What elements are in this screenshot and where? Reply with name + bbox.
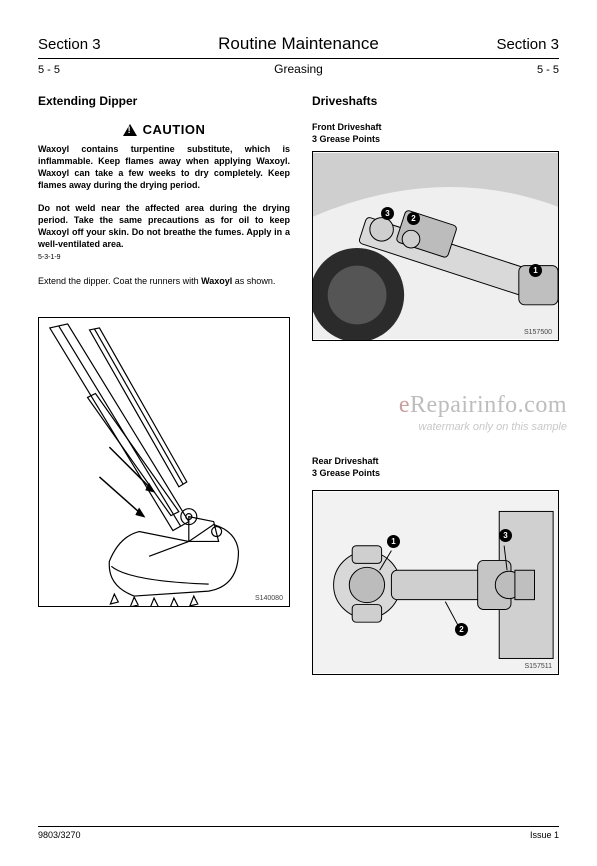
instr-bold: Waxoyl xyxy=(201,276,232,286)
front-driveshaft-illustration xyxy=(313,152,558,340)
sub-center: Greasing xyxy=(274,62,323,76)
front-driveshaft-figure: 3 2 1 S157500 xyxy=(312,151,559,341)
rear-driveshaft-title: Rear Driveshaft xyxy=(312,456,559,468)
instr-pre: Extend the dipper. Coat the runners with xyxy=(38,276,201,286)
front-driveshaft-title: Front Driveshaft xyxy=(312,122,559,134)
right-column: Driveshafts Front Driveshaft 3 Grease Po… xyxy=(312,94,559,675)
front-fig-ref: S157500 xyxy=(524,329,552,336)
rear-fig-ref: S157511 xyxy=(524,663,552,670)
extending-dipper-heading: Extending Dipper xyxy=(38,94,290,108)
warning-triangle-icon xyxy=(123,124,137,136)
spacer xyxy=(312,341,559,456)
footer-left: 9803/3270 xyxy=(38,830,81,840)
section-right-text-pre: Section 3 xyxy=(496,36,559,53)
footer-right: Issue 1 xyxy=(530,830,559,840)
section-label-right: Section 3 xyxy=(496,36,559,53)
instr-post: as shown. xyxy=(232,276,275,286)
section-left-text-pre: Section 3 xyxy=(38,36,101,53)
front-driveshaft-sub: 3 Grease Points xyxy=(312,134,559,146)
page-title: Routine Maintenance xyxy=(218,34,379,54)
caution-header: CAUTION xyxy=(38,122,290,137)
sub-right: 5 - 5 xyxy=(537,64,559,76)
driveshafts-heading: Driveshafts xyxy=(312,94,559,108)
section-label-left: Section 3 xyxy=(38,36,101,53)
rear-callout-2: 2 xyxy=(455,623,468,636)
caution-label: CAUTION xyxy=(143,122,206,137)
instruction-paragraph: Extend the dipper. Coat the runners with… xyxy=(38,275,290,287)
caution-paragraph-2: Do not weld near the affected area durin… xyxy=(38,202,290,251)
rear-driveshaft-sub: 3 Grease Points xyxy=(312,468,559,480)
page-footer: 9803/3270 Issue 1 xyxy=(38,826,559,840)
dipper-fig-ref: S140080 xyxy=(255,595,283,602)
caution-reference: 5-3-1-9 xyxy=(38,254,290,261)
dipper-figure: S140080 xyxy=(38,317,290,607)
content-area: Extending Dipper CAUTION Waxoyl contains… xyxy=(38,94,559,675)
page-header: Section 3 Routine Maintenance Section 3 xyxy=(38,34,559,59)
caution-paragraph-1: Waxoyl contains turpentine substitute, w… xyxy=(38,143,290,192)
dipper-illustration xyxy=(39,318,289,606)
sub-left: 5 - 5 xyxy=(38,64,60,76)
left-column: Extending Dipper CAUTION Waxoyl contains… xyxy=(38,94,290,675)
rear-callout-1: 1 xyxy=(387,535,400,548)
rear-callout-3: 3 xyxy=(499,529,512,542)
rear-driveshaft-figure: 1 3 2 S157511 xyxy=(312,490,559,675)
page-subheader: 5 - 5 Greasing 5 - 5 xyxy=(38,59,559,76)
rear-driveshaft-illustration xyxy=(313,491,558,674)
